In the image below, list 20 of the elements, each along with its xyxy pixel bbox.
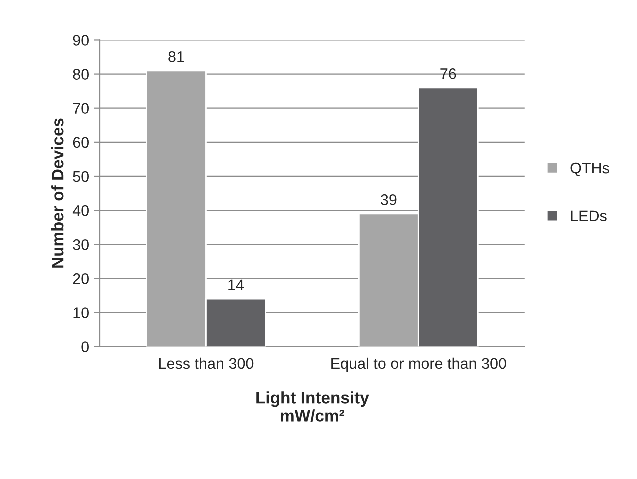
data-label: 76 (440, 68, 456, 80)
data-label: 81 (168, 52, 184, 62)
y-tick-label: 60 (73, 137, 89, 148)
x-tick-label: Less than 300 (159, 358, 254, 370)
y-tick-label: 70 (73, 103, 89, 114)
y-tick-label: 30 (73, 239, 89, 250)
y-tick-label: 20 (73, 274, 89, 284)
y-tick-label: 50 (73, 171, 89, 182)
data-label: 39 (381, 194, 397, 206)
y-tick-label: 10 (74, 308, 89, 318)
legend-label: QTHs (570, 162, 610, 176)
data-label: 14 (228, 280, 244, 290)
legend-label: LEDs (571, 210, 607, 222)
x-axis-title: Light Intensity mW/cm² (256, 392, 370, 422)
y-tick-label: 40 (72, 205, 89, 216)
x-tick-label: Equal to or more than 300 (332, 358, 506, 372)
y-tick-label: 0 (82, 342, 89, 352)
y-axis-title: Number of Devices (52, 118, 64, 268)
y-tick-label: 80 (73, 69, 89, 80)
y-tick-label: 90 (73, 35, 89, 46)
